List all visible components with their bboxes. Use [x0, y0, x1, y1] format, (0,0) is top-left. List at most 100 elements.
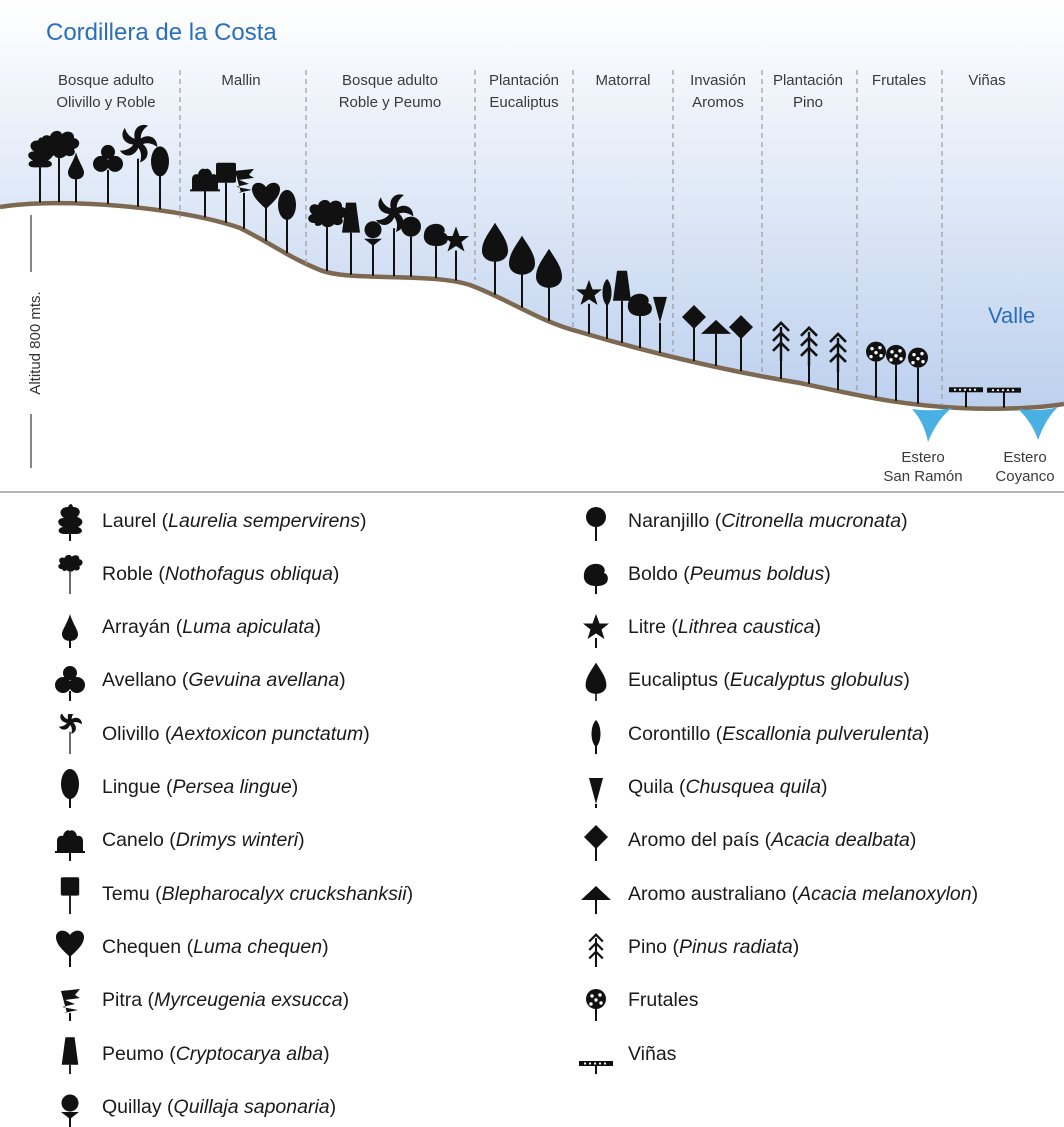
legend-label: Chequen (Luma chequen)	[102, 935, 329, 958]
species-common-name: Frutales	[628, 989, 699, 1012]
zone-label-invasion-aromos: Invasión Aromos	[690, 72, 746, 111]
boldo-icon	[583, 564, 608, 595]
lingue-tree-icon	[278, 189, 296, 253]
legend-label: Peumo (Cryptocarya alba)	[102, 1042, 330, 1065]
pino-tree-icon	[772, 321, 790, 379]
eucaliptus-tree-icon	[509, 235, 535, 308]
legend-label: Arrayán (Luma apiculata)	[102, 616, 321, 639]
species-common-name: Peumo	[102, 1042, 164, 1065]
aromo-pais-tree-icon	[682, 305, 706, 362]
legend-label: Quillay (Quillaja saponaria)	[102, 1095, 337, 1118]
species-scientific-name: Cryptocarya alba	[175, 1042, 324, 1065]
aromo-pais-tree-icon	[729, 315, 753, 372]
zone-label-line: Plantación	[489, 72, 559, 89]
species-scientific-name: Chusquea quila	[685, 776, 821, 798]
legend-item-naranjillo: Naranjillo (Citronella mucronata)	[574, 501, 908, 541]
species-scientific-name: Drimys winteri	[175, 829, 299, 852]
pitra-tree-icon	[235, 168, 254, 229]
quila-tree-icon	[653, 296, 667, 353]
pino-icon	[588, 933, 604, 968]
avellano-tree-icon	[93, 144, 123, 204]
zone-label-line: Pino	[793, 94, 823, 111]
species-scientific-name: Nothofagus obliqua	[164, 562, 333, 585]
frutales-tree-icon	[908, 347, 928, 404]
legend-item-eucaliptus: Eucaliptus (Eucalyptus globulus)	[574, 661, 910, 701]
legend-item-laurel: Laurel (Laurelia sempervirens)	[48, 501, 366, 541]
legend-label: Pino (Pinus radiata)	[628, 935, 800, 958]
terrain-line	[0, 200, 1064, 412]
stream-san-ramon	[912, 408, 952, 442]
peumo-icon	[61, 1037, 79, 1074]
legend-label: Laurel (Laurelia sempervirens)	[102, 509, 367, 532]
species-common-name: Avellano	[102, 669, 177, 692]
section-divider	[0, 491, 1064, 493]
legend-label: Corontillo (Escallonia pulverulenta)	[628, 722, 930, 745]
frutales-tree-icon	[866, 341, 886, 398]
temu-tree-icon	[216, 162, 236, 223]
corontillo-icon	[591, 720, 601, 755]
tree-icons	[28, 124, 1021, 408]
boldo-tree-icon	[423, 223, 448, 279]
species-common-name: Naranjillo	[628, 509, 710, 532]
pitra-icon	[61, 988, 80, 1021]
olivillo-tree-icon	[119, 124, 158, 207]
roble-tree-icon	[308, 199, 348, 272]
species-common-name: Olivillo	[102, 722, 160, 745]
species-common-name: Canelo	[102, 829, 164, 852]
legend-item-pitra: Pitra (Myrceugenia exsucca)	[48, 981, 349, 1021]
species-common-name: Quila	[628, 776, 674, 798]
species-scientific-name: Myrceugenia exsucca	[154, 989, 343, 1012]
legend-label: Roble (Nothofagus obliqua)	[102, 562, 340, 585]
pino-tree-icon	[829, 332, 847, 390]
zone-label-line: Aromos	[692, 94, 744, 111]
valley-label: Valle	[988, 303, 1035, 328]
legend-label: Quila (Chusquea quila)	[628, 776, 828, 798]
arrayan-tree-icon	[68, 152, 84, 203]
eucaliptus-tree-icon	[536, 248, 562, 321]
species-common-name: Roble	[102, 562, 153, 585]
species-common-name: Temu	[102, 882, 150, 905]
species-common-name: Lingue	[102, 776, 161, 798]
pino-tree-icon	[800, 326, 818, 384]
zone-label-frutales: Frutales	[872, 72, 926, 89]
diagram-title: Cordillera de la Costa	[46, 19, 277, 46]
canelo-tree-icon	[190, 168, 220, 218]
species-scientific-name: Gevuina avellana	[188, 669, 340, 692]
species-common-name: Eucaliptus	[628, 669, 718, 692]
legend-item-pino: Pino (Pinus radiata)	[574, 927, 800, 968]
species-scientific-name: Peumus boldus	[689, 562, 825, 585]
aromo-australiano-tree-icon	[701, 319, 731, 366]
species-scientific-name: Lithrea caustica	[677, 616, 815, 639]
zone-label-line: Invasión	[690, 72, 746, 89]
stream-label-line: Estero	[1003, 449, 1046, 466]
quillay-icon	[61, 1094, 79, 1127]
legend-label: Avellano (Gevuina avellana)	[102, 669, 346, 692]
arrayan-icon	[62, 613, 78, 648]
species-common-name: Arrayán	[102, 616, 171, 639]
species-scientific-name: Pinus radiata	[678, 935, 793, 958]
species-scientific-name: Luma apiculata	[182, 616, 315, 639]
canelo-icon	[55, 830, 85, 861]
species-common-name: Boldo	[628, 562, 678, 585]
chequen-icon	[56, 931, 84, 968]
zone-label-mallin: Mallin	[221, 72, 260, 89]
vinas-icon	[579, 1061, 613, 1074]
zone-label-plantacion-pino: Plantación Pino	[773, 72, 843, 111]
legend-item-olivillo: Olivillo (Aextoxicon punctatum)	[48, 714, 370, 755]
species-scientific-name: Eucalyptus globulus	[729, 669, 904, 692]
stream-label-line: San Ramón	[883, 468, 962, 485]
laurel-icon	[58, 504, 83, 541]
species-common-name: Aromo australiano	[628, 882, 787, 905]
species-common-name: Quillay	[102, 1095, 162, 1118]
quillay-tree-icon	[364, 221, 382, 276]
legend-label: Pitra (Myrceugenia exsucca)	[102, 989, 350, 1012]
legend-label: Litre (Lithrea caustica)	[628, 616, 821, 639]
olivillo-icon	[58, 714, 82, 755]
lingue-icon	[61, 768, 79, 808]
boldo-tree-icon	[627, 293, 652, 348]
species-common-name: Pino	[628, 935, 668, 958]
temu-icon	[60, 877, 80, 915]
zone-label-line: Roble y Peumo	[339, 94, 442, 111]
species-common-name: Laurel	[102, 509, 157, 532]
zone-label-line: Bosque adulto	[58, 72, 154, 89]
